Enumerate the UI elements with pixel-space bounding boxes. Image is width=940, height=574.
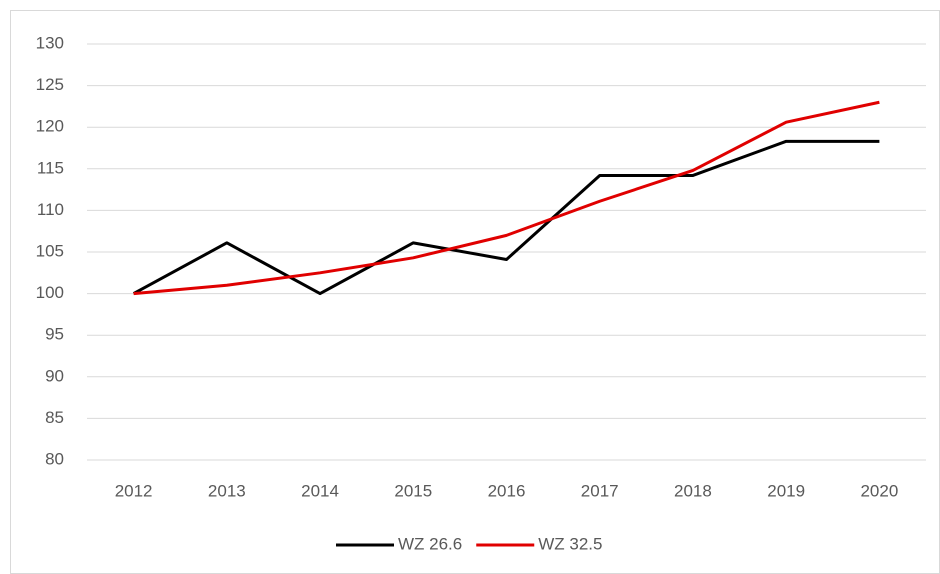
y-tick-label: 115 <box>37 158 64 177</box>
y-tick-label: 105 <box>36 241 64 260</box>
legend-label: WZ 32.5 <box>538 534 602 553</box>
x-tick-label: 2012 <box>115 481 153 500</box>
x-tick-label: 2020 <box>860 481 898 500</box>
y-tick-label: 90 <box>45 366 64 385</box>
data-line <box>133 100 880 296</box>
y-tick-label: 110 <box>37 200 64 219</box>
y-tick-label: 95 <box>45 325 64 344</box>
x-tick-label: 2016 <box>488 481 526 500</box>
x-tick-label: 2019 <box>767 481 805 500</box>
x-tick-label: 2014 <box>301 481 339 500</box>
x-tick-label: 2015 <box>394 481 432 500</box>
x-tick-label: 2017 <box>581 481 619 500</box>
x-tick-label: 2018 <box>674 481 712 500</box>
y-tick-label: 85 <box>45 408 64 427</box>
y-tick-label: 100 <box>36 283 64 302</box>
x-tick-label: 2013 <box>208 481 246 500</box>
legend-label: WZ 26.6 <box>398 534 462 553</box>
y-tick-label: 80 <box>45 449 64 468</box>
y-tick-label: 120 <box>36 117 64 136</box>
y-tick-label: 130 <box>36 33 64 52</box>
data-line <box>132 139 880 296</box>
y-tick-label: 125 <box>36 75 64 94</box>
